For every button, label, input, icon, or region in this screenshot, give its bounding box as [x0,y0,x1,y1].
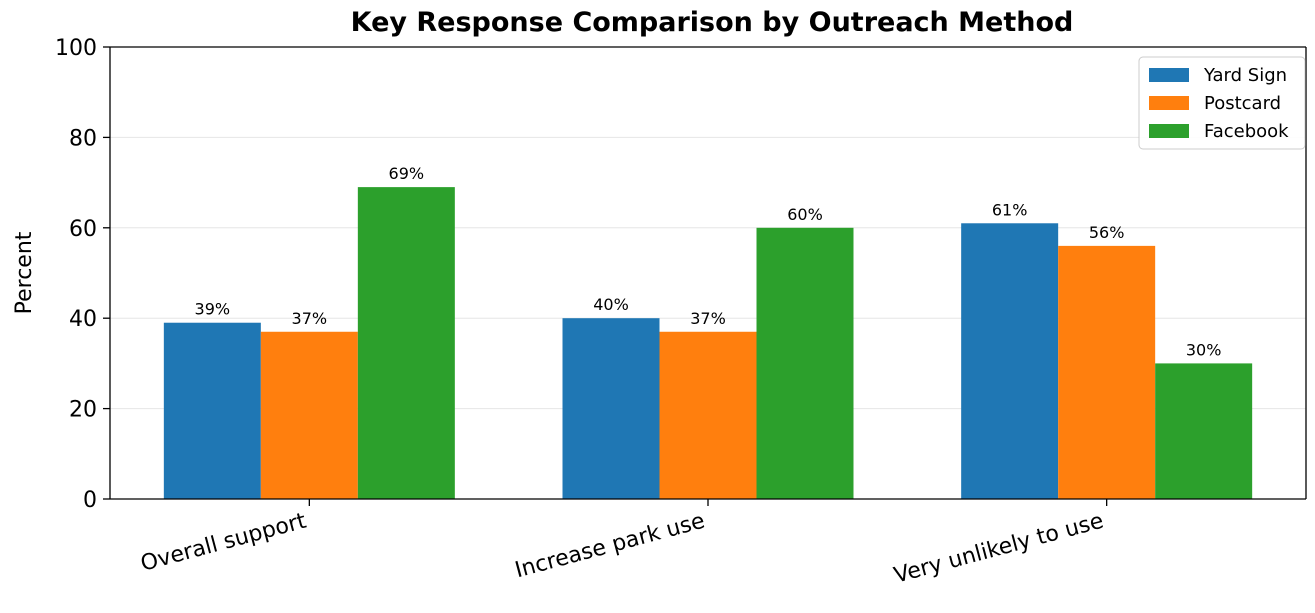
y-tick-label: 100 [55,36,97,61]
data-label: 37% [690,309,726,328]
legend-swatch [1149,68,1189,82]
x-tick-label: Very unlikely to use [891,509,1106,589]
data-label: 40% [593,295,629,314]
legend-label: Yard Sign [1203,65,1287,86]
chart-title: Key Response Comparison by Outreach Meth… [351,7,1074,38]
x-ticks: Overall support Increase park use Very unl… [138,499,1108,589]
bar-postcard [1058,245,1156,499]
data-label: 56% [1089,223,1125,242]
bar-facebook [756,227,854,500]
y-tick-label: 80 [69,126,97,151]
x-tick-label: Increase park use [512,509,707,584]
bar-postcard [260,331,358,499]
bar-yard-sign [562,318,660,499]
y-axis-label: Percent [12,231,37,314]
data-label: 30% [1186,340,1222,359]
bar-postcard [659,331,757,499]
data-labels: 39% 37% 69% 40% 37% 60% 61% 56% 30% [195,164,1222,359]
data-label: 69% [389,164,425,183]
y-ticks: 0 20 40 60 80 100 [55,36,110,513]
x-tick-label: Overall support [138,509,309,577]
legend-label: Postcard [1204,93,1281,114]
legend-swatch [1149,96,1189,110]
legend-swatch [1149,124,1189,138]
bar-yard-sign [163,322,261,499]
y-tick-label: 20 [69,398,97,423]
y-tick-label: 0 [83,488,97,513]
data-label: 61% [992,200,1028,219]
data-label: 60% [787,205,823,224]
data-label: 39% [195,300,231,319]
bars [163,187,1253,500]
legend-label: Facebook [1204,121,1289,142]
bar-yard-sign [961,223,1059,499]
y-tick-label: 60 [69,217,97,242]
legend: Yard Sign Postcard Facebook [1138,56,1306,150]
bar-facebook [357,187,455,499]
data-label: 37% [292,309,328,328]
y-tick-label: 40 [69,307,97,332]
bar-facebook [1155,363,1253,499]
